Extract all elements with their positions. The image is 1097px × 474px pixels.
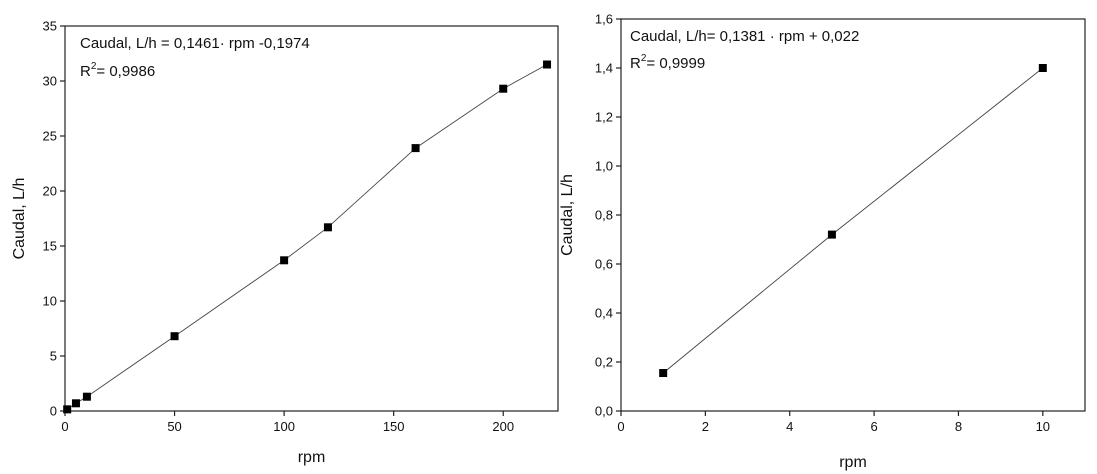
x-tick-label: 0 (61, 419, 68, 434)
r-squared-letter: R (630, 55, 641, 72)
r-squared-value: = 0,9986 (96, 63, 155, 80)
y-tick-label: 0,6 (595, 257, 613, 272)
y-tick-label: 1,6 (595, 12, 613, 27)
data-point (63, 405, 72, 414)
x-tick-label: 2 (702, 419, 709, 434)
y-tick-label: 5 (50, 349, 57, 364)
y-tick-label: 1,0 (595, 159, 613, 174)
series-line (66, 64, 548, 410)
y-tick-label: 1,2 (595, 110, 613, 125)
y-tick-label: 0,0 (595, 404, 613, 419)
x-tick-label: 150 (383, 419, 405, 434)
y-tick-label: 1,4 (595, 61, 613, 76)
y-tick-label: 0,8 (595, 208, 613, 223)
x-tick-label: 200 (492, 419, 514, 434)
y-tick-label: 20 (43, 184, 57, 199)
data-point (71, 399, 80, 408)
plot-frame (620, 18, 1086, 412)
y-tick-label: 35 (43, 19, 57, 34)
data-point (170, 332, 179, 341)
data-point (1038, 64, 1047, 72)
data-point (280, 256, 289, 265)
right-plot: 0 2 4 6 8 10 0,0 0,2 0,4 0,6 0,8 1,0 1,2 1,4 1,6 rpm Cau… (559, 12, 1086, 471)
y-tick-label: 10 (43, 294, 57, 309)
y-tick-label: 25 (43, 129, 57, 144)
plot-frame (64, 25, 559, 412)
x-tick-label: 6 (870, 419, 877, 434)
r-squared-value: = 0,9999 (646, 55, 705, 72)
r-squared-superscript: 2 (641, 53, 647, 64)
y-tick-label: 30 (43, 74, 57, 89)
x-tick-label: 4 (786, 419, 793, 434)
data-point (543, 60, 552, 69)
series-line (662, 67, 1044, 374)
r-squared-superscript: 2 (91, 61, 97, 72)
x-tick-label: 100 (273, 419, 295, 434)
data-point (659, 369, 668, 378)
data-point (82, 392, 91, 401)
equation-label: Caudal, L/h = 0,1461· rpm -0,1974 (80, 35, 310, 52)
y-tick-label: 0,2 (595, 355, 613, 370)
y-tick-label: 0 (50, 404, 57, 419)
data-point (827, 230, 836, 239)
y-axis-label: Caudal, L/h (11, 178, 28, 260)
y-axis-label: Caudal, L/h (559, 174, 576, 256)
equation-label: Caudal, L/h= 0,1381 · rpm + 0,022 (630, 28, 859, 45)
x-tick-label: 10 (1036, 419, 1050, 434)
r-squared-label: R2= 0,9999 (630, 53, 705, 72)
data-point (411, 144, 420, 153)
left-plot: 0 50 100 150 200 0 5 10 15 20 25 30 35 rpm Caudal, L/h… (11, 19, 559, 466)
x-axis-label: rpm (839, 454, 867, 471)
data-point (499, 84, 508, 93)
x-tick-label: 8 (955, 419, 962, 434)
y-tick-label: 15 (43, 239, 57, 254)
y-tick-label: 0,4 (595, 306, 613, 321)
x-axis-label: rpm (298, 449, 326, 466)
r-squared-letter: R (80, 63, 91, 80)
data-point (323, 223, 332, 232)
x-tick-label: 0 (617, 419, 624, 434)
r-squared-label: R2= 0,9986 (80, 61, 155, 80)
x-tick-label: 50 (167, 419, 181, 434)
